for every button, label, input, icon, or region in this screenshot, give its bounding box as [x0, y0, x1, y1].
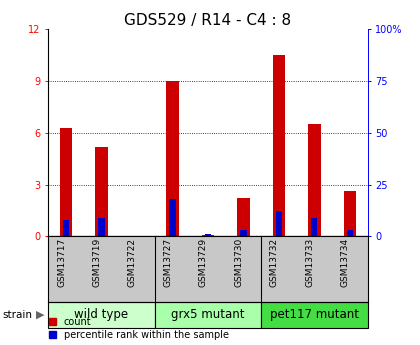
Text: grx5 mutant: grx5 mutant [171, 308, 244, 321]
Title: GDS529 / R14 - C4 : 8: GDS529 / R14 - C4 : 8 [124, 13, 291, 28]
Bar [166, 81, 178, 236]
Text: GSM13719: GSM13719 [92, 238, 102, 287]
Bar [202, 235, 214, 236]
Text: wild type: wild type [74, 308, 129, 321]
Text: GSM13727: GSM13727 [163, 238, 173, 287]
Bar [311, 218, 318, 236]
Text: GSM13733: GSM13733 [305, 238, 314, 287]
Bar [346, 230, 353, 236]
Bar [308, 124, 320, 236]
Text: GSM13732: GSM13732 [270, 238, 279, 287]
Text: strain: strain [2, 310, 32, 320]
Bar [344, 191, 356, 236]
Bar [95, 147, 108, 236]
Text: GSM13734: GSM13734 [341, 238, 350, 287]
Bar [60, 128, 72, 236]
Bar [273, 55, 285, 236]
Bar [63, 220, 69, 236]
Text: ▶: ▶ [36, 310, 44, 320]
Text: GSM13717: GSM13717 [57, 238, 66, 287]
Bar [237, 198, 249, 236]
Bar [169, 199, 176, 236]
Bar [98, 218, 105, 236]
Bar [205, 234, 211, 236]
Text: GSM13722: GSM13722 [128, 238, 137, 287]
Text: GSM13730: GSM13730 [234, 238, 243, 287]
Legend: count, percentile rank within the sample: count, percentile rank within the sample [49, 317, 228, 340]
Text: pet117 mutant: pet117 mutant [270, 308, 359, 321]
Bar [240, 230, 247, 236]
Bar [276, 211, 282, 236]
Text: GSM13729: GSM13729 [199, 238, 208, 287]
